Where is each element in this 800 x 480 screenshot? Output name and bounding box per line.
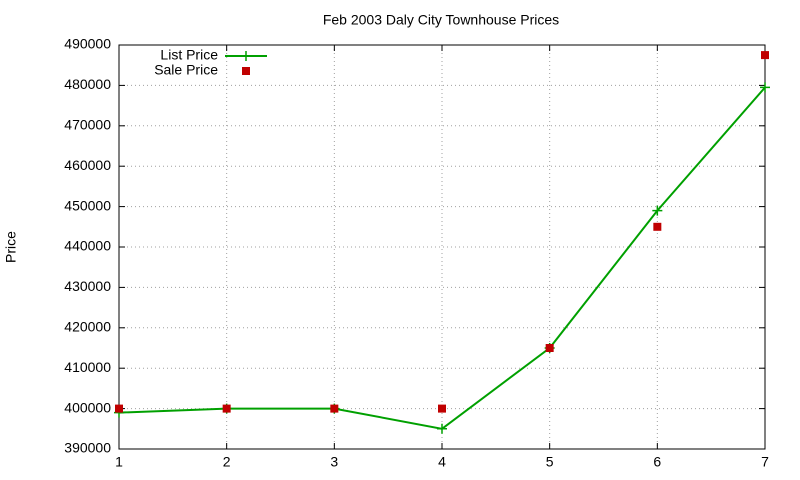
- data-point: [653, 222, 662, 231]
- y-tick-label: 420000: [64, 319, 111, 335]
- data-point: [438, 404, 446, 413]
- legend-marker: [241, 51, 251, 61]
- data-point: [437, 423, 447, 434]
- y-tick-label: 470000: [64, 117, 111, 133]
- y-axis-label: Price: [3, 231, 19, 263]
- x-tick-label: 5: [546, 454, 554, 470]
- data-point: [545, 344, 554, 352]
- y-tick-label: 410000: [64, 359, 111, 375]
- x-tick-label: 2: [223, 454, 231, 470]
- x-tick-label: 6: [653, 454, 661, 470]
- data-point: [115, 404, 123, 413]
- data-point: [222, 404, 231, 413]
- y-tick-label: 390000: [64, 440, 111, 456]
- x-tick-label: 1: [115, 454, 123, 470]
- legend-marker: [242, 67, 250, 75]
- y-tick-label: 490000: [64, 36, 111, 52]
- y-tick-label: 400000: [64, 399, 111, 415]
- x-tick-label: 7: [761, 454, 769, 470]
- data-point: [330, 404, 339, 413]
- y-tick-label: 430000: [64, 278, 111, 294]
- y-tick-label: 440000: [64, 238, 111, 254]
- legend-label: Sale Price: [154, 62, 218, 78]
- data-point: [761, 51, 769, 60]
- y-tick-label: 460000: [64, 157, 111, 173]
- y-tick-label: 450000: [64, 197, 111, 213]
- x-tick-label: 4: [438, 454, 446, 470]
- data-point: [652, 205, 663, 216]
- y-tick-label: 480000: [64, 76, 111, 92]
- legend-label: List Price: [160, 47, 218, 63]
- data-point: [760, 82, 770, 93]
- x-tick-label: 3: [330, 454, 338, 470]
- chart-title: Feb 2003 Daly City Townhouse Prices: [323, 12, 559, 28]
